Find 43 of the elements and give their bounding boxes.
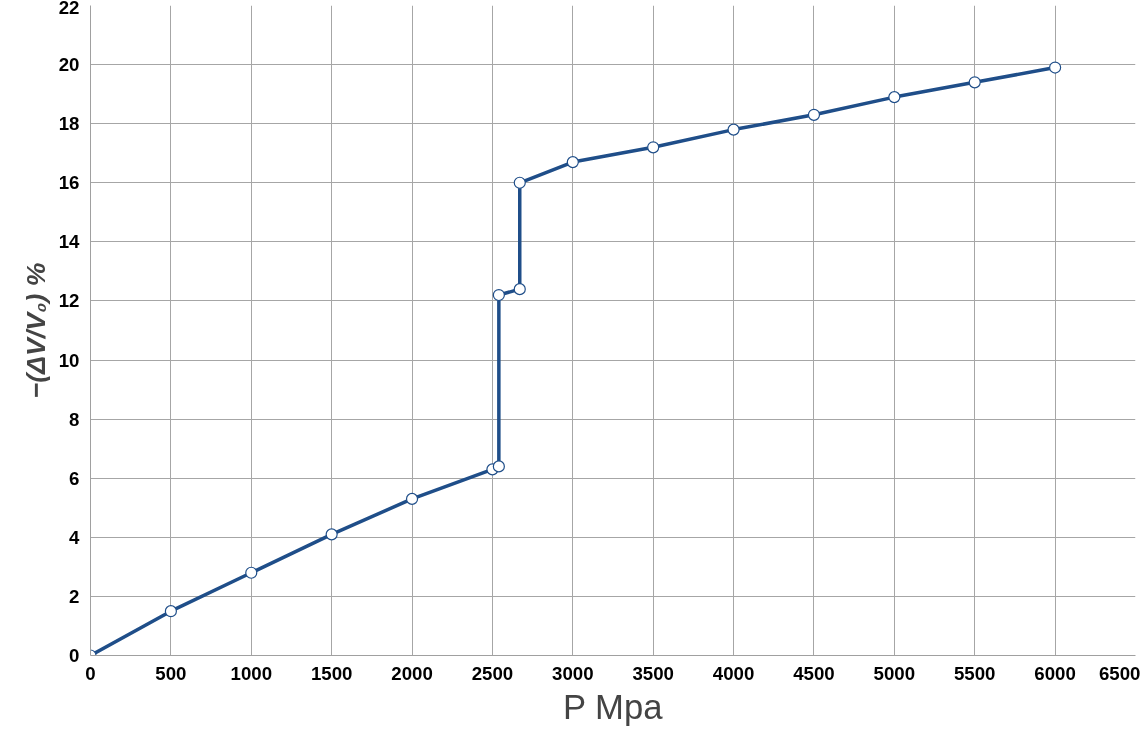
x-tick-label: 1000 xyxy=(230,662,273,684)
x-tick-label: 3500 xyxy=(632,662,674,684)
point xyxy=(807,108,821,121)
x-tick-label: 0 xyxy=(85,662,96,684)
x-tick-label: 6500 xyxy=(1099,662,1141,684)
x-tick-label: 2000 xyxy=(391,662,433,684)
y-tick-label: 0 xyxy=(69,645,80,666)
x-tick-label: 3000 xyxy=(552,662,594,684)
point xyxy=(405,492,419,505)
point xyxy=(513,283,526,296)
y-tick-label: 8 xyxy=(69,408,80,430)
x-tick-label: 2500 xyxy=(471,662,514,684)
x-axis-title: P Mpa xyxy=(562,687,664,726)
x-tick-label: 4000 xyxy=(712,662,755,684)
x-tick-label: 4500 xyxy=(793,662,835,684)
point xyxy=(513,176,526,189)
x-tick-label: 5500 xyxy=(953,662,996,684)
x-tick-label: 500 xyxy=(155,662,187,684)
x-tick-label: 5000 xyxy=(873,662,916,684)
y-tick-label: 12 xyxy=(58,290,80,312)
point xyxy=(325,528,338,541)
y-tick-label: 22 xyxy=(58,0,80,18)
x-tick-label: 1500 xyxy=(310,662,353,684)
point xyxy=(727,123,740,136)
y-tick-label: 10 xyxy=(58,349,80,371)
y-tick-label: 4 xyxy=(69,526,81,548)
point xyxy=(888,91,901,104)
y-tick-label: 14 xyxy=(58,231,81,253)
point xyxy=(968,76,981,89)
point xyxy=(164,605,177,618)
y-tick-label: 18 xyxy=(58,113,80,135)
point xyxy=(492,460,505,473)
y-tick-label: 16 xyxy=(58,172,80,194)
y-tick-label: 20 xyxy=(58,54,80,76)
point xyxy=(492,288,505,302)
point xyxy=(1049,61,1062,74)
y-tick-label: 2 xyxy=(69,585,80,607)
x-tick-label: 6000 xyxy=(1034,662,1076,684)
point xyxy=(566,156,579,169)
y-tick-label: 6 xyxy=(69,467,80,489)
point xyxy=(245,566,258,579)
y-axis-title: −(ΔV/V₀) % xyxy=(20,262,51,399)
point xyxy=(647,141,660,154)
